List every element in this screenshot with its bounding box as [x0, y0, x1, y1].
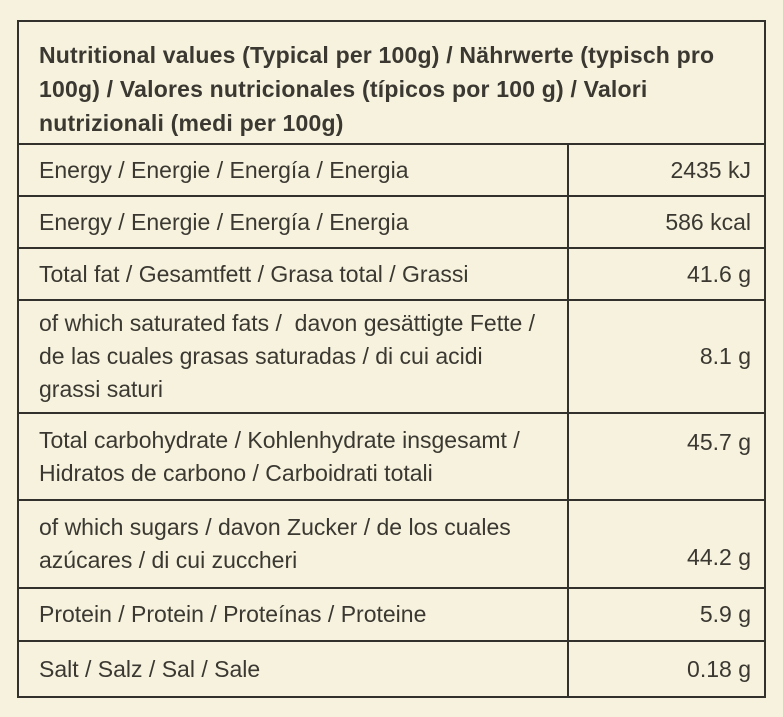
nutrient-value: 586 kcal — [567, 197, 764, 247]
nutrient-label: of which sugars / davon Zucker / de los … — [39, 514, 518, 573]
nutrient-value: 5.9 g — [567, 589, 764, 640]
table-row-energy-kcal: Energy / Energie / Energía / Energia 586… — [19, 195, 764, 247]
nutrient-value: 45.7 g — [567, 414, 764, 499]
table-row-saturated-fats: of which saturated fats / davon gesättig… — [19, 299, 764, 412]
nutrient-label: Protein / Protein / Proteínas / Proteine — [39, 601, 427, 627]
table-row-total-fat: Total fat / Gesamtfett / Grasa total / G… — [19, 247, 764, 299]
table-row-energy-kj: Energy / Energie / Energía / Energia 243… — [19, 143, 764, 195]
nutrient-value: 8.1 g — [567, 301, 764, 412]
nutrient-value: 0.18 g — [567, 642, 764, 696]
table-header-title: Nutritional values (Typical per 100g) / … — [39, 41, 715, 136]
nutrient-value: 2435 kJ — [567, 145, 764, 195]
nutrient-label: Energy / Energie / Energía / Energia — [39, 156, 409, 183]
table-row-protein: Protein / Protein / Proteínas / Proteine… — [19, 587, 764, 640]
nutrient-value: 44.2 g — [567, 501, 764, 587]
nutrient-label: Total fat / Gesamtfett / Grasa total / G… — [39, 260, 469, 287]
nutrient-value: 41.6 g — [567, 249, 764, 299]
nutrient-label: Total carbohydrate / Kohlenhydrate insge… — [39, 426, 527, 486]
table-row-carbohydrate: Total carbohydrate / Kohlenhydrate insge… — [19, 412, 764, 499]
table-row-sugars: of which sugars / davon Zucker / de los … — [19, 499, 764, 587]
table-row-salt: Salt / Salz / Sal / Sale 0.18 g — [19, 640, 764, 696]
nutrient-label: Energy / Energie / Energía / Energia — [39, 208, 409, 235]
nutrient-label: Salt / Salz / Sal / Sale — [39, 655, 261, 682]
nutrient-label: of which saturated fats / davon gesättig… — [39, 310, 542, 402]
nutrition-table: Nutritional values (Typical per 100g) / … — [17, 20, 766, 698]
